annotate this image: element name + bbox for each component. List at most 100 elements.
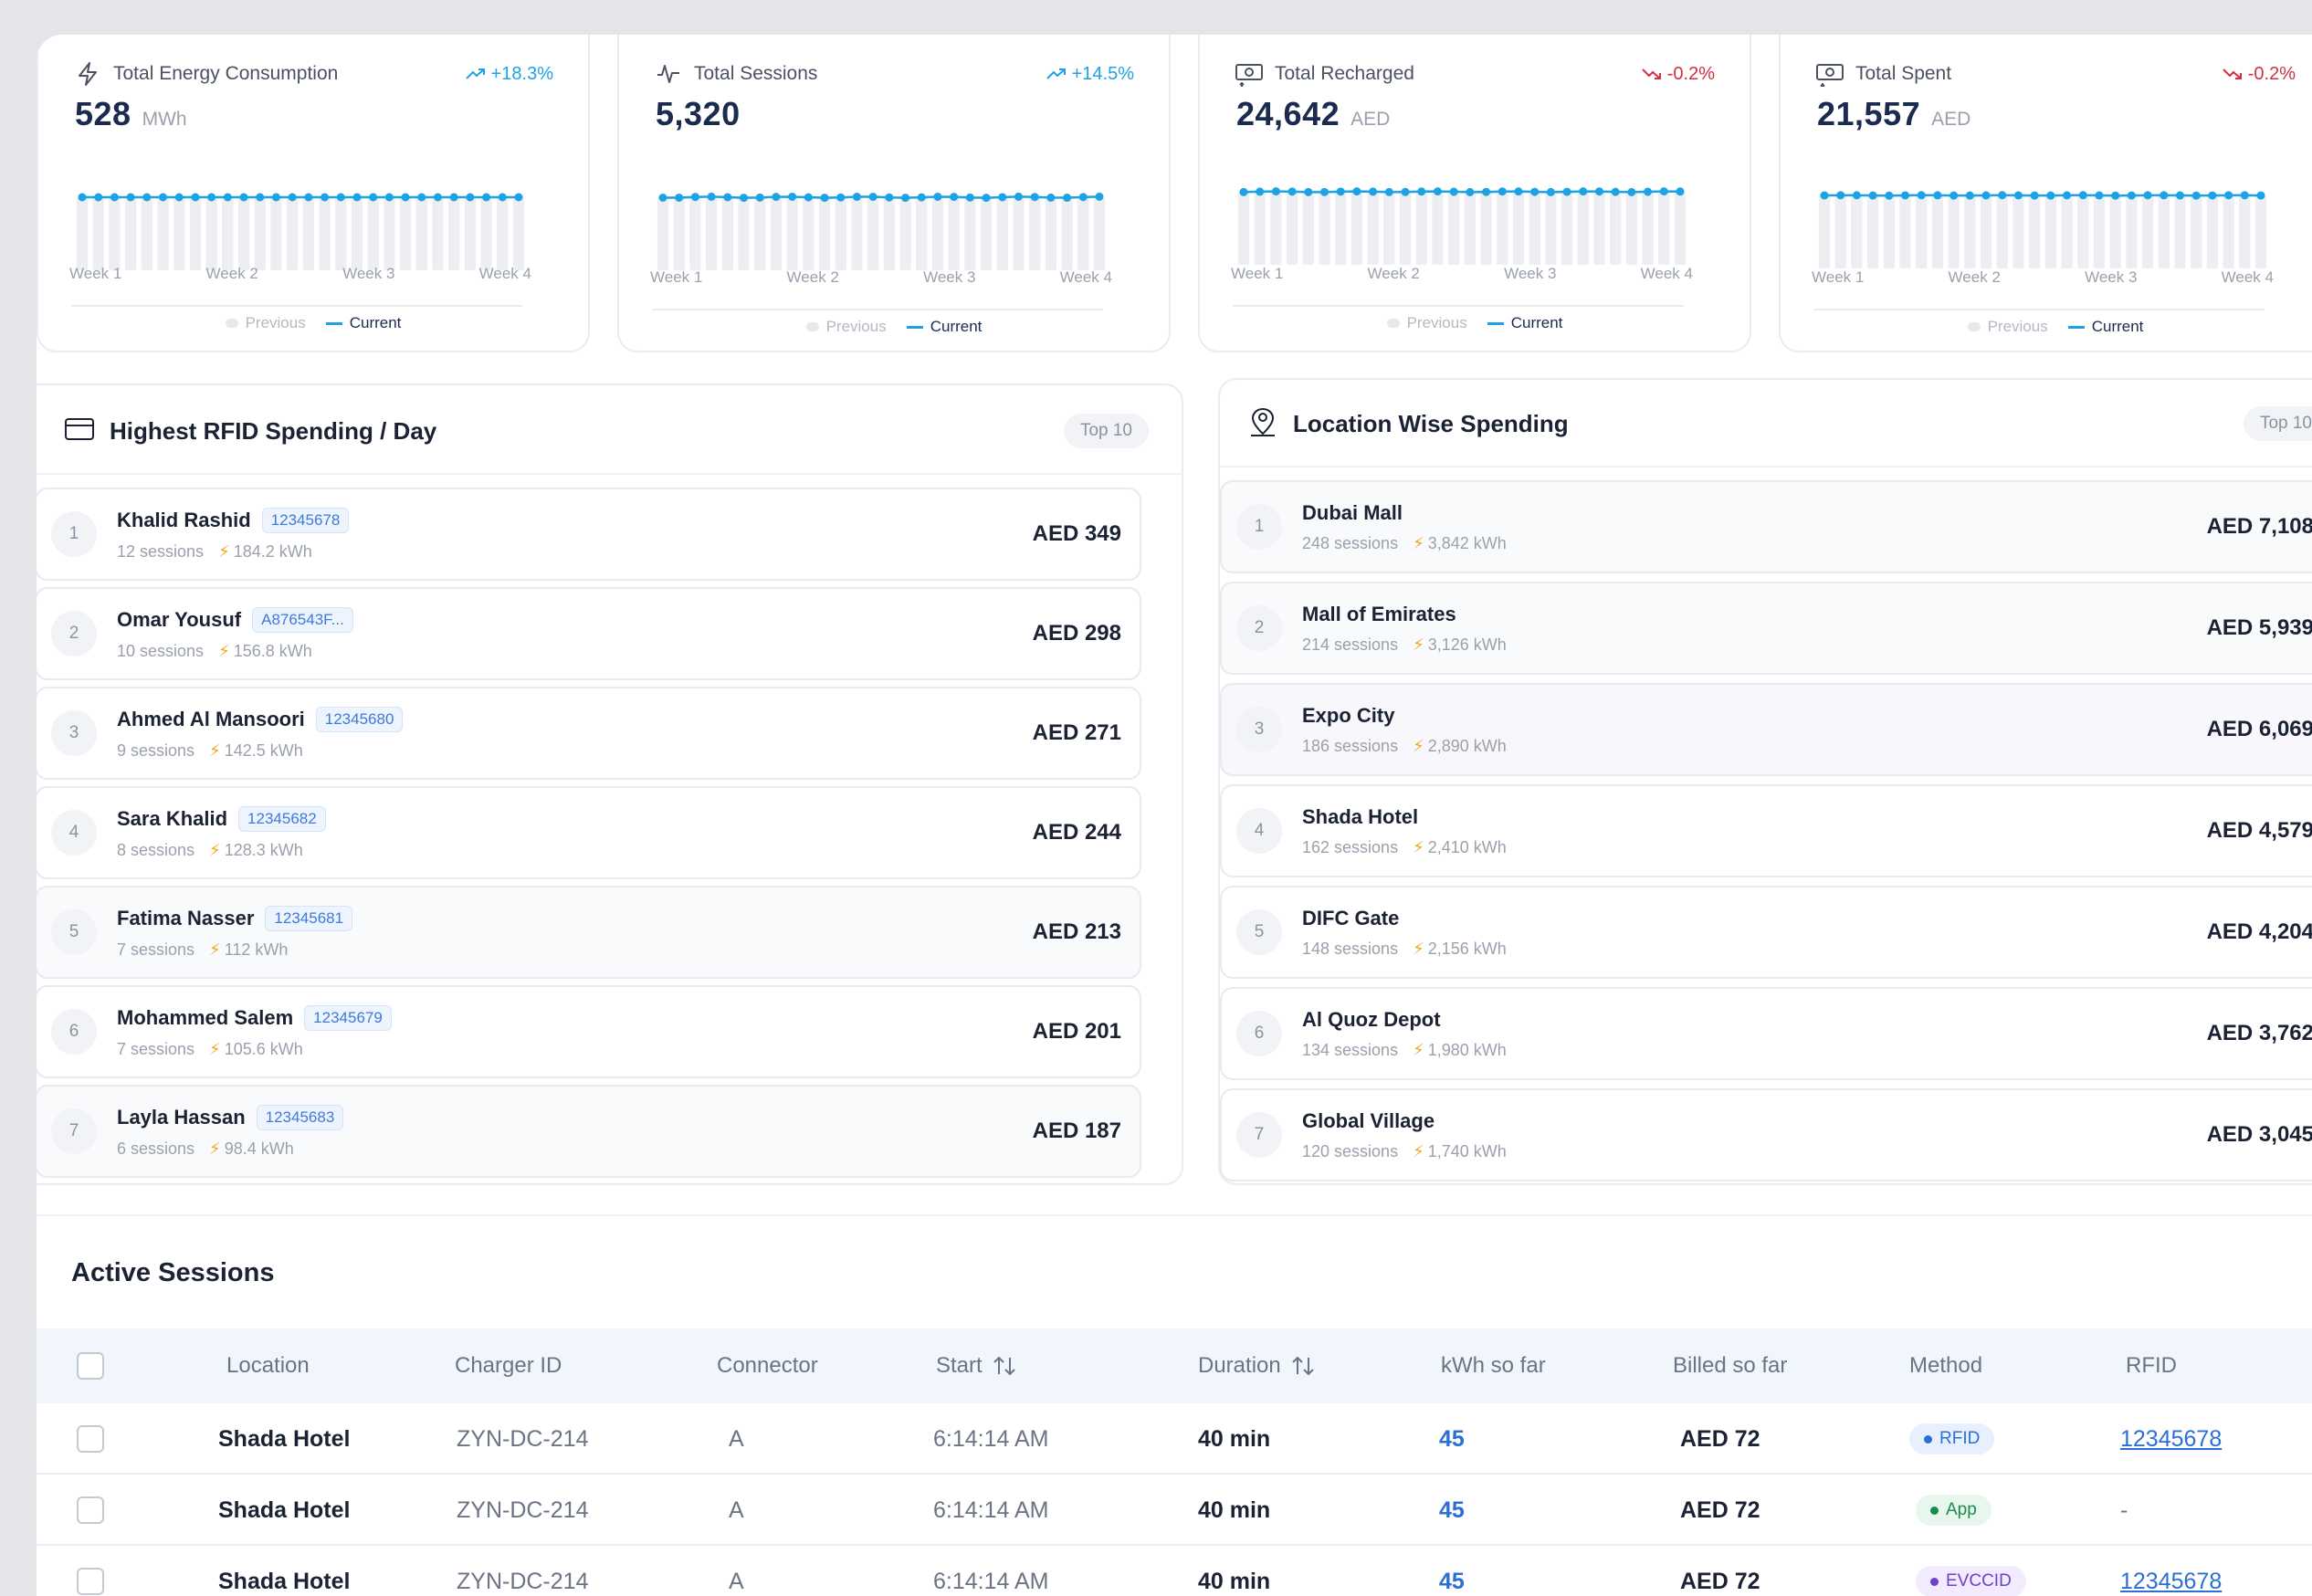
previous-bar <box>1383 192 1395 265</box>
col-charger-id[interactable]: Charger ID <box>455 1353 562 1378</box>
col-duration[interactable]: Duration <box>1198 1328 1316 1403</box>
row-checkbox[interactable] <box>77 1568 104 1595</box>
previous-bar <box>964 197 976 270</box>
list-item[interactable]: 4 Shada Hotel 162 sessions ⚡ 2,410 kWh AE… <box>1220 784 2312 877</box>
connector: A <box>729 1496 744 1523</box>
rank-badge: 5 <box>1236 909 1282 955</box>
sort-icon <box>993 1356 1015 1376</box>
list-item[interactable]: 1 Khalid Rashid 12345678 12 sessions ⚡ 18… <box>37 488 1141 581</box>
current-point <box>2256 191 2265 200</box>
col-start[interactable]: Start <box>936 1328 1017 1403</box>
previous-bar <box>1883 195 1895 268</box>
list-item[interactable]: 7 Layla Hassan 12345683 6 sessions ⚡ 98.4… <box>37 1085 1141 1178</box>
previous-bar <box>1996 195 2008 268</box>
previous-bar <box>818 197 831 270</box>
sessions-count: 7 sessions <box>117 1039 195 1058</box>
list-item[interactable]: 6 Al Quoz Depot 134 sessions ⚡ 1,980 kWh … <box>1220 987 2312 1080</box>
rfid-link[interactable]: 12345678 <box>2120 1568 2223 1594</box>
energy-value: ⚡ 1,980 kWh <box>1413 1040 1507 1059</box>
previous-bar <box>1545 192 1557 265</box>
list-item[interactable]: 3 Ahmed Al Mansoori 12345680 9 sessions … <box>37 687 1141 780</box>
amount: AED 4,204 <box>2206 919 2312 944</box>
list-item[interactable]: 4 Sara Khalid 12345682 8 sessions ⚡ 128.3… <box>37 786 1141 879</box>
list-item[interactable]: 1 Dubai Mall 248 sessions ⚡ 3,842 kWh AED… <box>1220 480 2312 573</box>
current-point <box>191 193 200 202</box>
rfid-tag: 12345681 <box>265 905 353 931</box>
item-name: Shada Hotel <box>1302 804 1419 828</box>
current-point <box>1868 191 1877 200</box>
current-point <box>1644 187 1653 196</box>
list-item[interactable]: 3 Expo City 186 sessions ⚡ 2,890 kWh AED … <box>1220 683 2312 776</box>
previous-bar <box>173 197 185 270</box>
current-point <box>917 193 926 202</box>
previous-bar <box>835 197 846 270</box>
previous-bar <box>384 197 395 270</box>
activity-icon <box>654 59 683 89</box>
previous-bar <box>1399 192 1412 265</box>
previous-bar <box>883 197 895 270</box>
previous-bar <box>270 197 282 270</box>
sessions-count: 214 sessions <box>1302 635 1399 654</box>
previous-bar <box>1899 195 1911 268</box>
table-row[interactable]: Shada Hotel ZYN-DC-214 A 6:14:14 AM 40 min 45… <box>37 1403 2312 1475</box>
select-all-checkbox[interactable] <box>77 1352 104 1380</box>
start-time: 6:14:14 AM <box>933 1425 1049 1452</box>
previous-bar <box>2077 195 2089 268</box>
previous-bar <box>1367 192 1379 265</box>
current-point <box>982 194 991 203</box>
col-kwh-so-far[interactable]: kWh so far <box>1441 1353 1546 1378</box>
amount: AED 244 <box>1032 820 1121 845</box>
list-item[interactable]: 5 DIFC Gate 148 sessions ⚡ 2,156 kWh AED … <box>1220 886 2312 979</box>
col-rfid[interactable]: RFID <box>2126 1353 2177 1378</box>
bolt-icon: ⚡ <box>1413 533 1424 552</box>
current-point <box>1417 187 1426 196</box>
top-10-pill[interactable]: Top 10 <box>1063 414 1149 448</box>
kpi-trend: +18.3% <box>465 64 553 85</box>
session-location: Shada Hotel <box>218 1568 351 1594</box>
rank-badge: 1 <box>1236 504 1282 550</box>
current-point <box>1030 193 1039 202</box>
col-location[interactable]: Location <box>226 1353 310 1378</box>
current-point <box>1546 187 1555 196</box>
col-billed-so-far[interactable]: Billed so far <box>1673 1353 1788 1378</box>
previous-bar <box>1286 192 1298 265</box>
current-point <box>868 193 878 202</box>
amount: AED 5,939 <box>2206 615 2312 640</box>
current-point <box>1981 191 1991 200</box>
list-item[interactable]: 6 Mohammed Salem 12345679 7 sessions ⚡ 10… <box>37 985 1141 1078</box>
rank-badge: 7 <box>51 1108 97 1154</box>
previous-bar <box>2254 195 2267 268</box>
previous-bar <box>1302 192 1314 265</box>
kpi-trend: +14.5% <box>1046 64 1134 85</box>
list-item[interactable]: 5 Fatima Nasser 12345681 7 sessions ⚡ 112… <box>37 886 1141 979</box>
col-connector[interactable]: Connector <box>717 1353 818 1378</box>
table-row[interactable]: Shada Hotel ZYN-DC-214 A 6:14:14 AM 40 min 45… <box>37 1546 2312 1596</box>
list-item[interactable]: 2 Mall of Emirates 214 sessions ⚡ 3,126 k… <box>1220 582 2312 675</box>
current-point <box>1498 187 1507 196</box>
previous-bar <box>1350 192 1363 265</box>
energy-value: ⚡ 112 kWh <box>209 940 289 959</box>
current-point <box>2224 191 2233 200</box>
list-item[interactable]: 7 Global Village 120 sessions ⚡ 1,740 kWh… <box>1220 1088 2312 1181</box>
current-point <box>1852 191 1861 200</box>
previous-bar <box>1593 192 1605 265</box>
top-10-pill[interactable]: Top 10 <box>2243 406 2312 441</box>
row-checkbox[interactable] <box>77 1496 104 1524</box>
current-point <box>2160 191 2169 200</box>
current-point <box>901 194 910 203</box>
table-row[interactable]: Shada Hotel ZYN-DC-214 A 6:14:14 AM 40 min 45… <box>37 1475 2312 1546</box>
list-item[interactable]: 2 Omar Yousuf A876543F... 10 sessions ⚡ 1… <box>37 587 1141 680</box>
previous-bar <box>1512 192 1525 265</box>
current-point <box>1949 191 1959 200</box>
current-point <box>1433 187 1442 196</box>
sessions-count: 248 sessions <box>1302 533 1399 552</box>
item-name: Ahmed Al Mansoori <box>117 707 305 730</box>
rfid-link[interactable]: 12345678 <box>2120 1425 2223 1452</box>
col-method[interactable]: Method <box>1909 1353 1983 1378</box>
current-point <box>384 193 394 202</box>
charger-id: ZYN-DC-214 <box>457 1568 589 1594</box>
row-checkbox[interactable] <box>77 1425 104 1453</box>
current-point <box>1369 187 1378 196</box>
amount: AED 213 <box>1032 919 1121 944</box>
current-point <box>998 193 1007 202</box>
